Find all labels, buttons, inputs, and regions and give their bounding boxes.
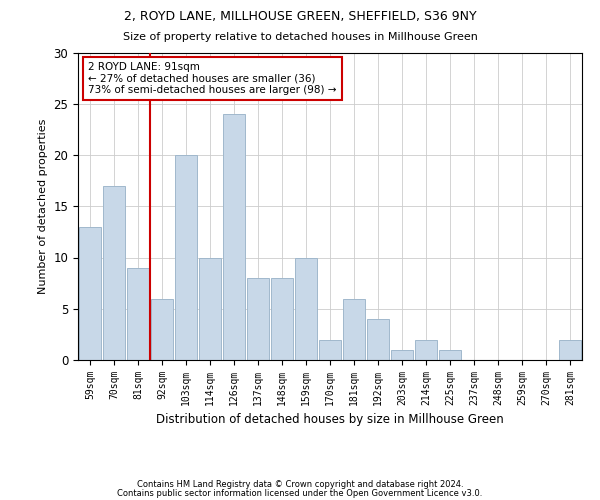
Text: 2 ROYD LANE: 91sqm
← 27% of detached houses are smaller (36)
73% of semi-detache: 2 ROYD LANE: 91sqm ← 27% of detached hou… [88,62,337,95]
Bar [271,278,293,360]
Bar [319,340,341,360]
Bar [295,258,317,360]
Bar [247,278,269,360]
Bar [127,268,149,360]
Bar [415,340,437,360]
X-axis label: Distribution of detached houses by size in Millhouse Green: Distribution of detached houses by size … [156,414,504,426]
Bar [199,258,221,360]
Text: Contains HM Land Registry data © Crown copyright and database right 2024.: Contains HM Land Registry data © Crown c… [137,480,463,489]
Bar [559,340,581,360]
Text: 2, ROYD LANE, MILLHOUSE GREEN, SHEFFIELD, S36 9NY: 2, ROYD LANE, MILLHOUSE GREEN, SHEFFIELD… [124,10,476,23]
Text: Size of property relative to detached houses in Millhouse Green: Size of property relative to detached ho… [122,32,478,42]
Bar [391,350,413,360]
Bar [175,155,197,360]
Bar [439,350,461,360]
Bar [223,114,245,360]
Bar [367,319,389,360]
Bar [343,298,365,360]
Bar [79,227,101,360]
Bar [103,186,125,360]
Y-axis label: Number of detached properties: Number of detached properties [38,118,48,294]
Text: Contains public sector information licensed under the Open Government Licence v3: Contains public sector information licen… [118,490,482,498]
Bar [151,298,173,360]
